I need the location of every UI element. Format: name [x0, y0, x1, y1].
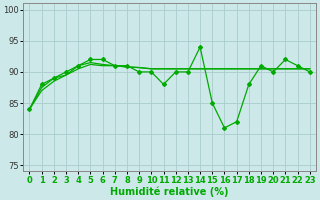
X-axis label: Humidité relative (%): Humidité relative (%) — [110, 186, 229, 197]
